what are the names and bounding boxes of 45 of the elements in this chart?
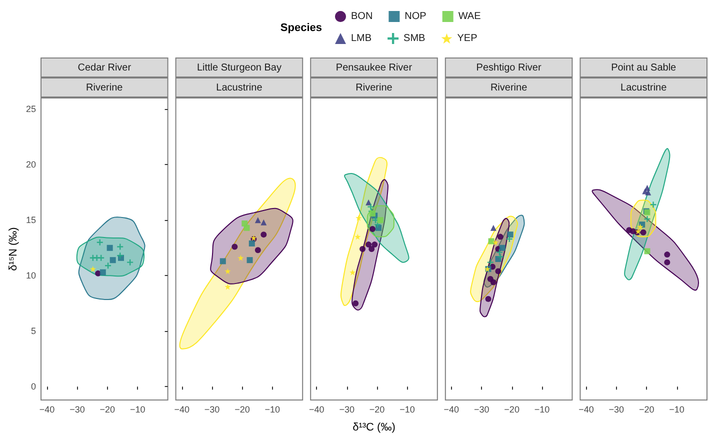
y-tick-label: 20 (26, 160, 36, 170)
x-tick-label: −30 (70, 404, 85, 414)
y-tick-label: 15 (26, 215, 36, 226)
x-tick-label: −40 (39, 404, 55, 414)
y-axis-title: δ¹⁵N (‰) (8, 227, 20, 271)
chart-subtitle: Lacustrine (620, 82, 668, 94)
x-tick-label: −30 (204, 404, 220, 414)
x-tick-label: −20 (504, 404, 520, 414)
x-tick-label: −20 (234, 404, 250, 414)
chart-title: Point au Sable (611, 62, 677, 74)
legend-label: LMB (351, 33, 372, 44)
x-tick-label: −30 (339, 404, 354, 414)
y-tick-label: 25 (26, 104, 36, 114)
legend-label: SMB (404, 33, 426, 44)
x-tick-label: −20 (638, 404, 654, 414)
y-tick-label: 5 (30, 326, 36, 336)
chart-title: Little Sturgeon Bay (196, 62, 282, 74)
x-tick-label: −30 (608, 404, 624, 414)
legend-label: YEP (457, 33, 478, 44)
x-tick-label: −20 (369, 404, 385, 414)
legend-label: WAE (458, 11, 482, 22)
chart-subtitle: Lacustrine (216, 82, 263, 94)
x-tick-label: −10 (130, 404, 146, 414)
x-tick-label: −40 (174, 404, 190, 414)
legend-label: BON (351, 11, 373, 22)
legend-title: Species (280, 22, 322, 34)
x-tick-label: −40 (444, 404, 460, 414)
chart-title: Pensaukee River (336, 62, 413, 74)
chart-subtitle: Riverine (356, 82, 393, 94)
y-tick-label: 10 (26, 270, 36, 281)
x-tick-label: −20 (100, 404, 116, 414)
x-tick-label: −10 (669, 404, 684, 414)
chart-title: Cedar River (78, 62, 132, 74)
y-tick-label: 0 (30, 382, 36, 392)
x-tick-label: −10 (264, 404, 280, 414)
x-tick-label: −10 (534, 404, 550, 414)
chart-subtitle: Riverine (490, 82, 528, 94)
chart-title: Peshtigo River (476, 62, 542, 74)
x-tick-label: −40 (308, 404, 324, 414)
x-tick-label: −40 (578, 404, 594, 414)
x-axis-title: δ¹³C (‰) (352, 422, 396, 434)
x-tick-label: −10 (400, 404, 415, 414)
legend-label: NOP (404, 11, 427, 22)
x-tick-label: −30 (474, 404, 490, 414)
chart-subtitle: Riverine (86, 82, 124, 94)
